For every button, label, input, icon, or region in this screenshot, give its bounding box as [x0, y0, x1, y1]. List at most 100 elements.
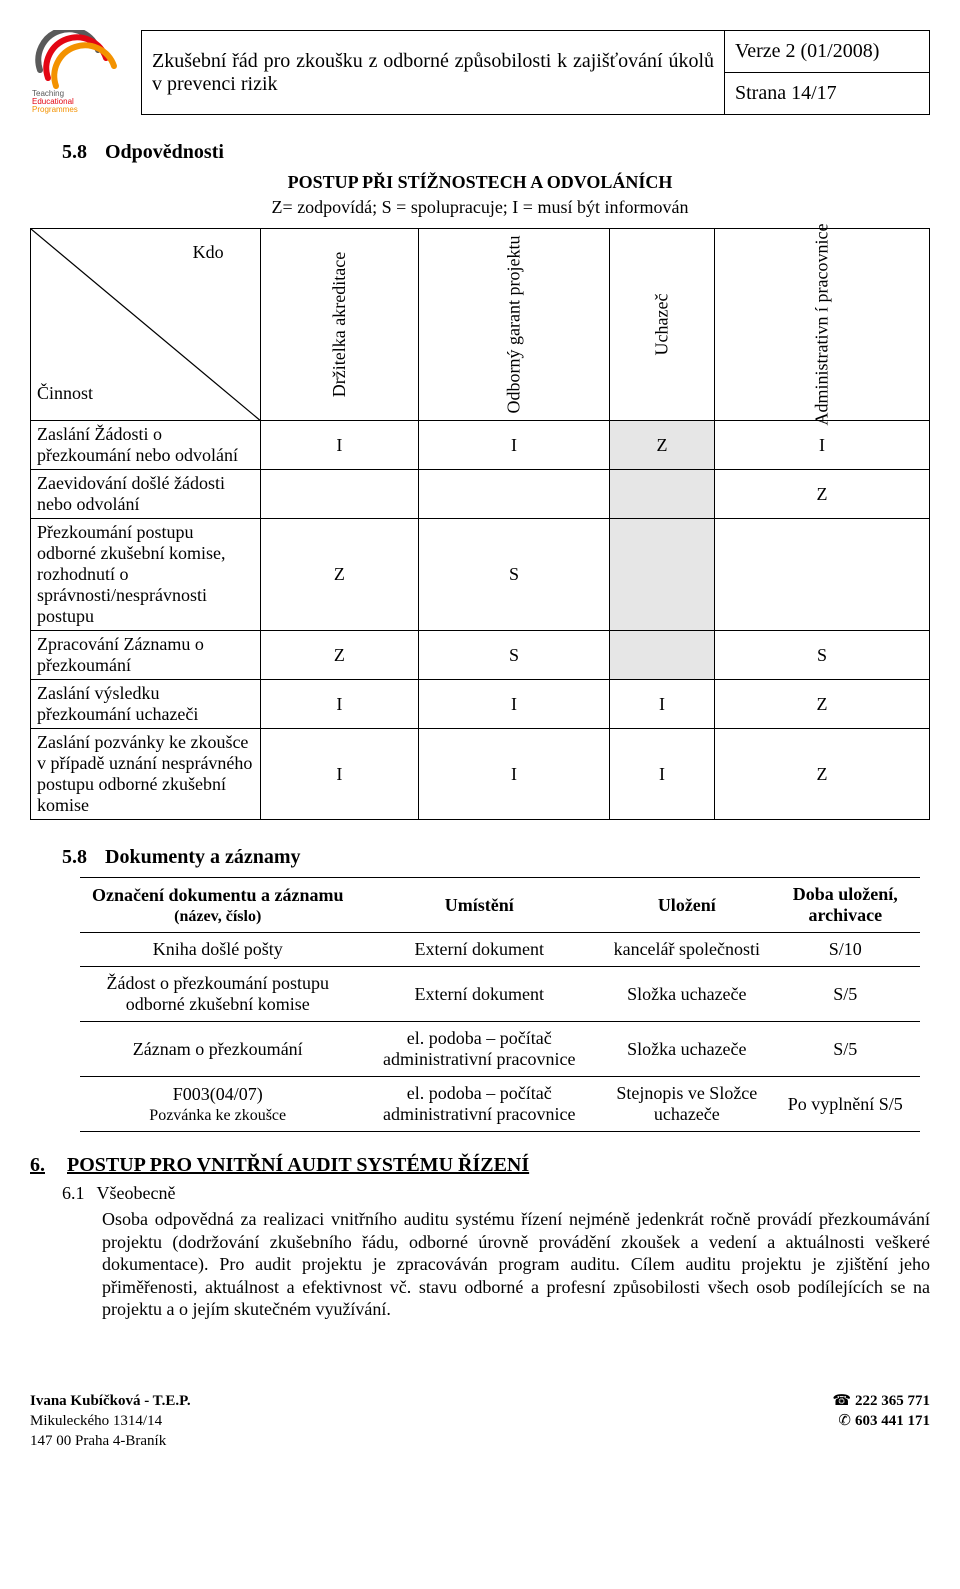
matrix-cell: I	[260, 729, 418, 820]
page-footer: Ivana Kubíčková - T.E.P. Mikuleckého 131…	[30, 1391, 930, 1452]
section-61-paragraph: Osoba odpovědná za realizaci vnitřního a…	[102, 1208, 930, 1321]
docs-place: Externí dokument	[355, 967, 603, 1022]
section-61-num: 6.1	[62, 1183, 85, 1203]
matrix-activity: Zaslání Žádosti o přezkoumání nebo odvol…	[31, 421, 261, 470]
matrix-col-4-header: Administrativn í pracovnice	[715, 229, 930, 421]
matrix-cell: I	[419, 680, 610, 729]
matrix-cell: S	[419, 631, 610, 680]
docs-store: Složka uchazeče	[603, 967, 770, 1022]
matrix-activity: Zaslání výsledku přezkoumání uchazeči	[31, 680, 261, 729]
header-version: Verze 2 (01/2008)	[725, 30, 930, 72]
docs-retention: Po vyplnění S/5	[771, 1077, 920, 1132]
docs-col-1-header: Označení dokumentu a záznamu (název, čís…	[80, 878, 355, 933]
matrix-col-3-header: Uchazeč	[610, 229, 715, 421]
matrix-cell: S	[419, 519, 610, 631]
section-58b-num: 5.8	[62, 846, 87, 868]
section-58b-title: Dokumenty a záznamy	[105, 846, 301, 868]
matrix-activity: Zaslání pozvánky ke zkoušce v případě uz…	[31, 729, 261, 820]
section-58-heading: 5.8 Odpovědnosti	[62, 141, 930, 164]
docs-place: el. podoba – počítač administrativní pra…	[355, 1022, 603, 1077]
matrix-cell	[610, 519, 715, 631]
docs-col-4-header: Doba uložení, archivace	[771, 878, 920, 933]
section-61-title: Všeobecně	[97, 1183, 176, 1203]
section-6-num: 6.	[30, 1154, 45, 1176]
matrix-cell	[419, 470, 610, 519]
matrix-activity: Zaevidování došlé žádosti nebo odvolání	[31, 470, 261, 519]
docs-retention: S/5	[771, 1022, 920, 1077]
matrix-cell	[715, 519, 930, 631]
documents-table: Označení dokumentu a záznamu (název, čís…	[80, 877, 920, 1132]
docs-row: Kniha došlé poštyExterní dokumentkancelá…	[80, 933, 920, 967]
logo-text-3: Programmes	[32, 105, 78, 114]
footer-right: 222 365 771 603 441 171	[832, 1391, 930, 1452]
matrix-row: Zaslání pozvánky ke zkoušce v případě uz…	[31, 729, 930, 820]
matrix-activity: Zpracování Záznamu o přezkoumání	[31, 631, 261, 680]
matrix-cell: Z	[715, 470, 930, 519]
footer-address-1: Mikuleckého 1314/14	[30, 1411, 191, 1431]
matrix-cell: Z	[715, 729, 930, 820]
matrix-cinnost-label: Činnost	[37, 383, 254, 408]
docs-place: Externí dokument	[355, 933, 603, 967]
section-58-num: 5.8	[62, 141, 87, 163]
docs-name: Záznam o přezkoumání	[80, 1022, 355, 1077]
section-58b-heading: 5.8 Dokumenty a záznamy	[62, 846, 930, 869]
section-6-title: POSTUP PRO VNITŘNÍ AUDIT SYSTÉMU ŘÍZENÍ	[67, 1154, 529, 1176]
matrix-col-1-header: Držitelka akreditace	[260, 229, 418, 421]
matrix-cell: I	[610, 680, 715, 729]
docs-name: Žádost o přezkoumání postupu odborné zku…	[80, 967, 355, 1022]
header-title: Zkušební řád pro zkoušku z odborné způso…	[141, 30, 725, 115]
matrix-activity: Přezkoumání postupu odborné zkušební kom…	[31, 519, 261, 631]
matrix-cell: I	[260, 680, 418, 729]
docs-row: Záznam o přezkoumáníel. podoba – počítač…	[80, 1022, 920, 1077]
mobile-icon	[838, 1413, 855, 1429]
docs-name: F003(04/07)Pozvánka ke zkoušce	[80, 1077, 355, 1132]
docs-row: F003(04/07)Pozvánka ke zkoušceel. podoba…	[80, 1077, 920, 1132]
section-58-title: Odpovědnosti	[105, 141, 224, 163]
docs-name: Kniha došlé pošty	[80, 933, 355, 967]
matrix-cell	[260, 470, 418, 519]
footer-phone-1: 222 365 771	[832, 1391, 930, 1411]
docs-retention: S/5	[771, 967, 920, 1022]
footer-phone-2: 603 441 171	[832, 1411, 930, 1431]
docs-place: el. podoba – počítač administrativní pra…	[355, 1077, 603, 1132]
logo-cell: Teaching Educational Programmes	[30, 30, 141, 115]
phone-icon	[832, 1393, 855, 1409]
section-6-heading: 6. POSTUP PRO VNITŘNÍ AUDIT SYSTÉMU ŘÍZEN…	[30, 1154, 930, 1177]
matrix-cell: Z	[260, 519, 418, 631]
matrix-cell: I	[715, 421, 930, 470]
matrix-row: Zaslání Žádosti o přezkoumání nebo odvol…	[31, 421, 930, 470]
matrix-row: Přezkoumání postupu odborné zkušební kom…	[31, 519, 930, 631]
matrix-cell	[610, 631, 715, 680]
matrix-cell: Z	[715, 680, 930, 729]
docs-store: Složka uchazeče	[603, 1022, 770, 1077]
footer-address-2: 147 00 Praha 4-Braník	[30, 1431, 191, 1451]
matrix-cell	[610, 470, 715, 519]
footer-company: Ivana Kubíčková - T.E.P.	[30, 1391, 191, 1411]
matrix-cell: I	[419, 421, 610, 470]
matrix-cell: I	[260, 421, 418, 470]
section-58-legend: Z= zodpovídá; S = spolupracuje; I = musí…	[30, 197, 930, 218]
section-61-heading: 6.1 Všeobecně	[62, 1183, 930, 1204]
docs-row: Žádost o přezkoumání postupu odborné zku…	[80, 967, 920, 1022]
docs-store: kancelář společnosti	[603, 933, 770, 967]
responsibility-matrix: Kdo Činnost Držitelka akreditace Odborný…	[30, 228, 930, 820]
matrix-cell: I	[419, 729, 610, 820]
tep-logo: Teaching Educational Programmes	[30, 30, 125, 115]
header-page: Strana 14/17	[725, 72, 930, 115]
docs-col-3-header: Uložení	[603, 878, 770, 933]
matrix-col-2-header: Odborný garant projektu	[419, 229, 610, 421]
tep-logo-svg: Teaching Educational Programmes	[30, 30, 125, 115]
matrix-row: Zaevidování došlé žádosti nebo odvolání Z	[31, 470, 930, 519]
matrix-diag-cell: Kdo Činnost	[31, 229, 261, 421]
docs-col-2-header: Umístění	[355, 878, 603, 933]
matrix-kdo-label: Kdo	[37, 242, 254, 263]
matrix-cell: Z	[260, 631, 418, 680]
matrix-cell: I	[610, 729, 715, 820]
footer-left: Ivana Kubíčková - T.E.P. Mikuleckého 131…	[30, 1391, 191, 1452]
docs-retention: S/10	[771, 933, 920, 967]
matrix-cell: S	[715, 631, 930, 680]
docs-store: Stejnopis ve Složce uchazeče	[603, 1077, 770, 1132]
matrix-cell: Z	[610, 421, 715, 470]
page-header: Teaching Educational Programmes Zkušební…	[30, 30, 930, 115]
section-58-subtitle: POSTUP PŘI STÍŽNOSTECH A ODVOLÁNÍCH	[30, 172, 930, 193]
